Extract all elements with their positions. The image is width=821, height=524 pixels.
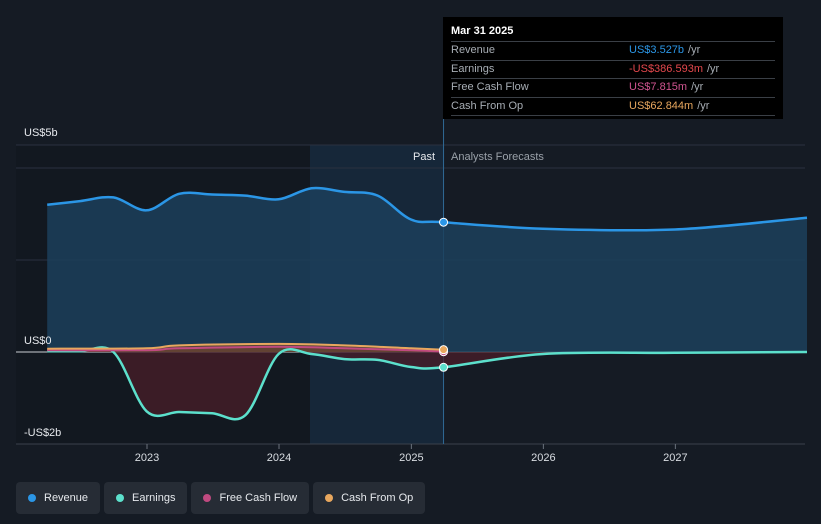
x-tick-label-2026: 2026 [531,452,555,464]
x-tick-label-2024: 2024 [267,452,291,464]
legend-item-label: Free Cash Flow [219,492,298,504]
legend-item-revenue[interactable]: Revenue [16,482,101,514]
cash-from-op-line [47,342,444,351]
legend-item-label: Cash From Op [341,492,414,504]
tooltip-row-value: US$7.815m [629,81,688,93]
earnings-point-marker [439,362,449,372]
tooltip: Mar 31 2025 Revenue US$3.527b/yr Earnings -… [443,17,783,119]
tooltip-row-free-cash-flow: Free Cash Flow US$7.815m/yr [451,78,775,97]
legend-item-earnings[interactable]: Earnings [104,482,188,514]
legend-dot-icon [116,494,125,502]
tooltip-row-label: Free Cash Flow [451,81,529,93]
legend-item-free-cash-flow[interactable]: Free Cash Flow [191,482,310,514]
tooltip-row-label: Earnings [451,62,495,75]
cash-from-op-point-marker [439,345,449,355]
forecast-label: Analysts Forecasts [451,151,544,163]
y-label-top: US$5b [24,127,58,139]
revenue-line [47,186,808,232]
tooltip-row-unit: /yr [697,99,710,112]
tooltip-row-label: Cash From Op [451,99,524,112]
tooltip-row-unit: /yr [688,44,701,56]
legend-dot-icon [203,494,212,502]
tooltip-row-revenue: Revenue US$3.527b/yr [451,41,775,60]
legend-item-label: Revenue [44,492,89,504]
legend-item-cash-from-op[interactable]: Cash From Op [313,482,426,514]
legend: Revenue Earnings Free Cash Flow Cash From O… [16,482,426,514]
x-tick-label-2023: 2023 [135,452,159,464]
y-label-bottom: -US$2b [24,427,61,439]
y-label-zero: US$0 [24,335,52,347]
earnings-line [47,346,808,421]
tooltip-title: Mar 31 2025 [451,25,514,37]
x-tick-label-2025: 2025 [399,452,423,464]
revenue-area [47,187,807,352]
tooltip-row-unit: /yr [691,81,704,93]
earnings-area [47,347,807,420]
legend-dot-icon [325,494,334,502]
tooltip-row-cash-from-op: Cash From Op US$62.844m/yr [451,96,775,116]
tooltip-row-value: US$3.527b [629,44,685,56]
tooltip-row-value: US$62.844m [629,99,694,112]
tooltip-row-unit: /yr [707,62,720,75]
revenue-point-marker [439,217,449,227]
tooltip-row-earnings: Earnings -US$386.593m/yr [451,59,775,79]
tooltip-row-value: -US$386.593m [629,62,703,75]
legend-dot-icon [28,494,36,502]
free-cash-flow-line [47,345,444,353]
x-tick-label-2027: 2027 [663,452,687,464]
past-label: Past [413,151,435,163]
tooltip-row-label: Revenue [451,44,496,56]
legend-item-label: Earnings [132,492,176,504]
